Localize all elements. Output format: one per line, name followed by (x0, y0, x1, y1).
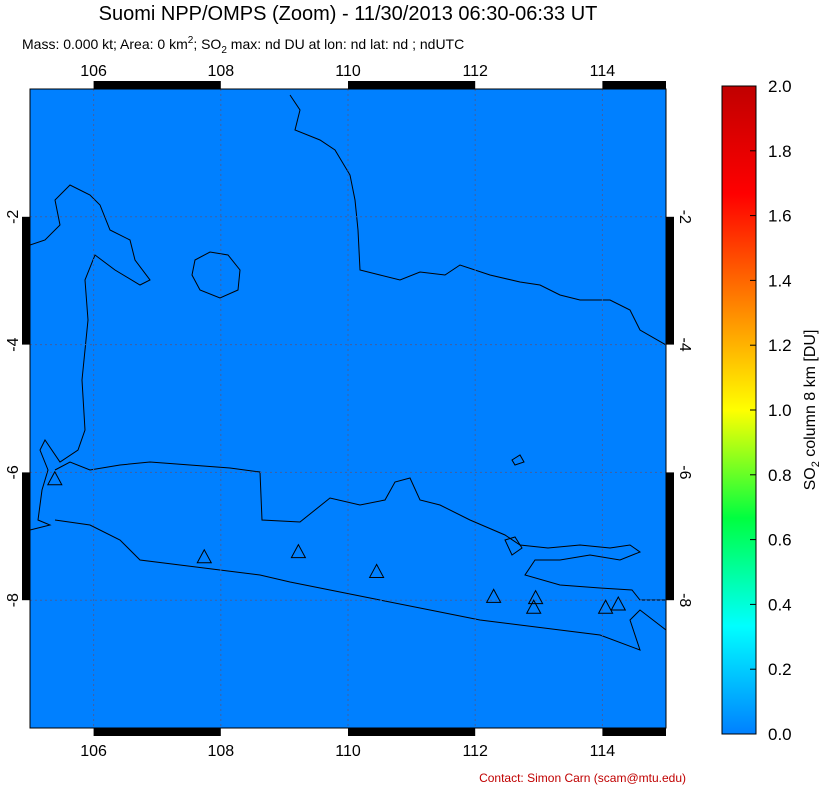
volcano (290, 543, 307, 559)
y-tick-label: -6 (676, 465, 693, 479)
contact: Contact: Simon Carn (scam@mtu.edu) (479, 771, 686, 785)
colorbar-tick-label: 1.0 (768, 401, 792, 420)
colorbar-tick-label: 0.0 (768, 725, 792, 744)
x-tick-label: 114 (590, 63, 616, 80)
x-tick-label: 114 (590, 743, 616, 760)
colorbar-label: SO2 column 8 km [DU] (802, 330, 822, 491)
map-border (29, 88, 667, 729)
volcano (46, 470, 63, 486)
volcano (196, 548, 213, 564)
coastline (30, 184, 151, 531)
island (511, 454, 525, 466)
colorbar-tick-label: 1.2 (768, 336, 792, 355)
frame-segment (666, 216, 674, 345)
x-tick-label: 112 (462, 63, 488, 80)
x-tick-label: 112 (462, 743, 488, 760)
y-tick-label: -2 (5, 210, 22, 224)
y-tick-label: -4 (676, 337, 693, 351)
x-tick-label: 108 (207, 63, 234, 80)
colorbar-tick-label: 0.2 (768, 660, 792, 679)
colorbar-tick-label: 1.8 (768, 142, 792, 161)
frame-segment (666, 472, 674, 601)
colorbar-label-part: SO (802, 467, 819, 490)
subtitle-part: max: nd DU at lon: nd lat: nd ; ndUTC (227, 36, 464, 52)
coastline (289, 94, 666, 346)
y-tick-label: -6 (5, 465, 22, 479)
x-tick-label: 110 (335, 743, 361, 760)
colorbar-tick-label: 0.6 (768, 531, 792, 550)
x-tick-label: 110 (335, 63, 361, 80)
frame-segment (22, 216, 30, 345)
subtitle-sub: 2 (221, 45, 227, 56)
frame-segment (93, 728, 221, 736)
frame-segment (348, 728, 476, 736)
island (504, 536, 523, 556)
y-tick-label: -4 (5, 337, 22, 351)
frame-segment (348, 81, 476, 89)
frame-segment (93, 81, 221, 89)
x-tick-label: 108 (207, 743, 234, 760)
volcano (525, 599, 542, 614)
subtitle-sup: 2 (188, 35, 194, 46)
colorbar-tick-label: 0.8 (768, 466, 792, 485)
subtitle: Mass: 0.000 kt; Area: 0 km2; SO2 max: nd… (22, 35, 464, 56)
volcano (610, 595, 627, 611)
coastline (54, 461, 666, 601)
volcano (597, 599, 614, 614)
frame-segment (602, 81, 666, 89)
y-tick-label: -8 (5, 593, 22, 607)
colorbar-tick-label: 2.0 (768, 77, 792, 96)
colorbar-label-part: column 8 km [DU] (802, 330, 819, 462)
y-tick-label: -2 (676, 210, 693, 224)
island (191, 251, 241, 299)
volcano (485, 588, 502, 603)
frame-segment (22, 472, 30, 601)
volcano (368, 563, 385, 578)
subtitle-part: Mass: 0.000 kt; Area: 0 km (22, 36, 188, 52)
frame-segment (602, 728, 666, 736)
x-tick-label: 106 (80, 63, 107, 80)
y-tick-label: -8 (676, 593, 693, 607)
title: Suomi NPP/OMPS (Zoom) - 11/30/2013 06:30… (99, 3, 598, 25)
x-tick-label: 106 (80, 743, 107, 760)
subtitle-part: ; SO (193, 36, 221, 52)
colorbar-tick-label: 1.6 (768, 207, 792, 226)
colorbar-tick-label: 1.4 (768, 271, 792, 290)
colorbar-tick-label: 0.4 (768, 595, 792, 614)
colorbar-label-sub: 2 (810, 461, 822, 467)
